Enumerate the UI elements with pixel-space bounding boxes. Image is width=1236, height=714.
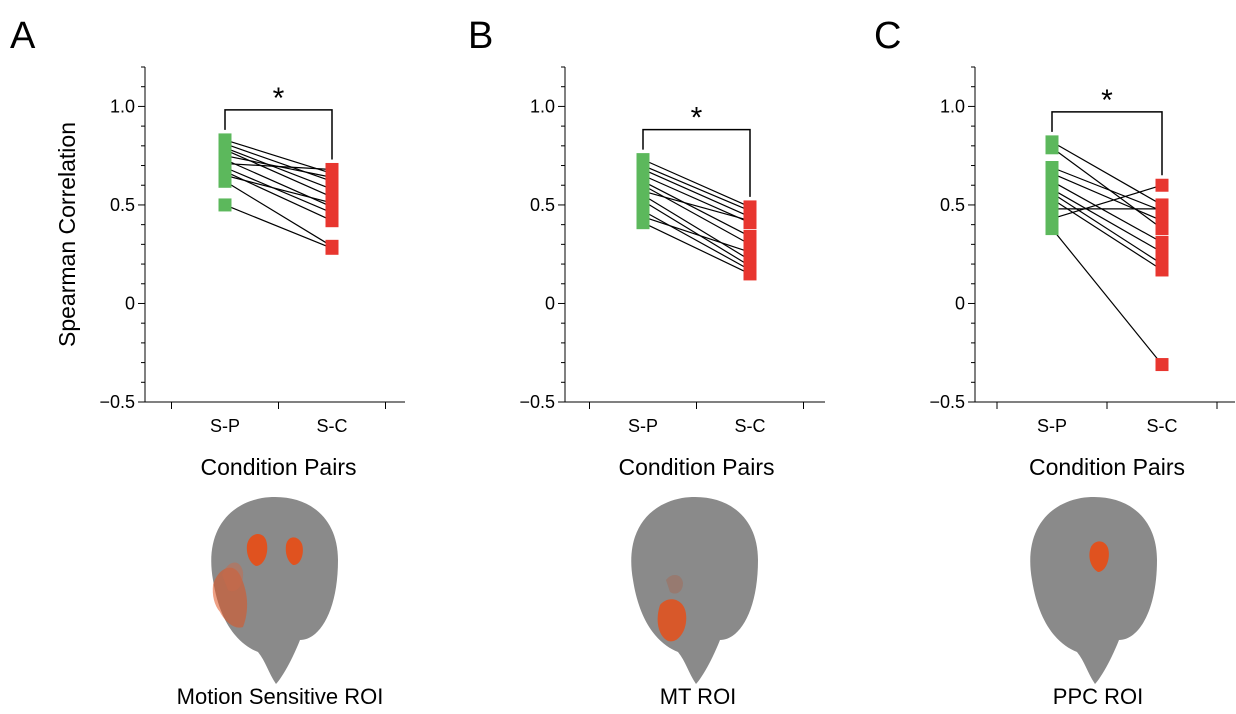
- pair-line: [643, 185, 750, 244]
- sc-point: [744, 216, 757, 229]
- y-tick-label: 0.5: [110, 195, 135, 215]
- y-tick-label: 1.0: [530, 96, 555, 116]
- brain-image-b: [631, 497, 758, 684]
- sc-point: [326, 214, 339, 227]
- chart-panel-a: 1.0 0.5 0 −0.5 S-P S-C Condition Pairs Spearman…: [54, 67, 405, 480]
- pair-line: [1052, 229, 1162, 365]
- pair-line: [1052, 189, 1162, 252]
- sc-point: [1156, 246, 1169, 259]
- x-tick-label: S-C: [1147, 416, 1178, 436]
- sc-point: [1156, 358, 1169, 371]
- significance-bracket: [1052, 112, 1162, 175]
- chart-panel-c: 1.0 0.5 0 −0.5 S-P S-C Condition Pairs *: [929, 67, 1235, 480]
- y-tick-label: −0.5: [929, 392, 965, 412]
- sp-point: [637, 216, 650, 229]
- sp-point: [219, 198, 232, 211]
- significance-bracket: [643, 130, 750, 197]
- x-tick-label: S-C: [317, 416, 348, 436]
- brain-image-a: [211, 497, 338, 684]
- significance-bracket: [225, 110, 332, 160]
- pair-line: [643, 211, 750, 270]
- pair-line: [643, 191, 750, 221]
- roi-label-c: PPC ROI: [948, 684, 1236, 710]
- pair-line: [643, 217, 750, 252]
- pair-line: [225, 144, 332, 181]
- sc-point: [326, 242, 339, 255]
- y-tick-label: 1.0: [110, 96, 135, 116]
- pair-line: [1052, 199, 1162, 270]
- sc-point: [1156, 263, 1169, 276]
- x-axis-label: Condition Pairs: [619, 454, 775, 480]
- roi-label-a: Motion Sensitive ROI: [130, 684, 430, 710]
- charts-group: 1.0 0.5 0 −0.5 S-P S-C Condition Pairs Spearman…: [54, 67, 1235, 480]
- sc-point: [1156, 222, 1169, 235]
- pair-line: [643, 160, 750, 207]
- pair-line: [643, 175, 750, 222]
- y-tick-label: 1.0: [940, 96, 965, 116]
- significance-star: *: [273, 82, 285, 115]
- pair-line: [1052, 148, 1162, 229]
- y-tick-label: 0.5: [530, 195, 555, 215]
- y-tick-label: 0: [125, 293, 135, 313]
- significance-star: *: [691, 102, 703, 135]
- x-tick-label: S-P: [1037, 416, 1067, 436]
- pair-line: [225, 175, 332, 203]
- x-axis-label: Condition Pairs: [1029, 454, 1185, 480]
- pair-line: [643, 166, 750, 211]
- pair-line: [643, 223, 750, 274]
- significance-star: *: [1101, 84, 1113, 117]
- y-tick-label: 0.5: [940, 195, 965, 215]
- pair-line: [225, 205, 332, 248]
- x-tick-label: S-C: [735, 416, 766, 436]
- y-tick-label: 0: [955, 293, 965, 313]
- y-axis-label: Spearman Correlation: [54, 122, 80, 347]
- sc-point: [1156, 179, 1169, 192]
- sc-point: [744, 267, 757, 280]
- roi-label-b: MT ROI: [548, 684, 848, 710]
- sp-point: [1046, 222, 1059, 235]
- x-tick-label: S-P: [210, 416, 240, 436]
- pair-line: [643, 201, 750, 266]
- y-tick-label: 0: [545, 293, 555, 313]
- sp-point: [1046, 141, 1059, 154]
- y-tick-label: −0.5: [99, 392, 135, 412]
- brain-image-c: [1030, 497, 1157, 684]
- y-tick-label: −0.5: [519, 392, 555, 412]
- x-axis-label: Condition Pairs: [201, 454, 357, 480]
- x-tick-label: S-P: [628, 416, 658, 436]
- sp-point: [219, 175, 232, 188]
- chart-panel-b: 1.0 0.5 0 −0.5 S-P S-C Condition Pairs *: [519, 67, 825, 480]
- pair-line: [643, 169, 750, 216]
